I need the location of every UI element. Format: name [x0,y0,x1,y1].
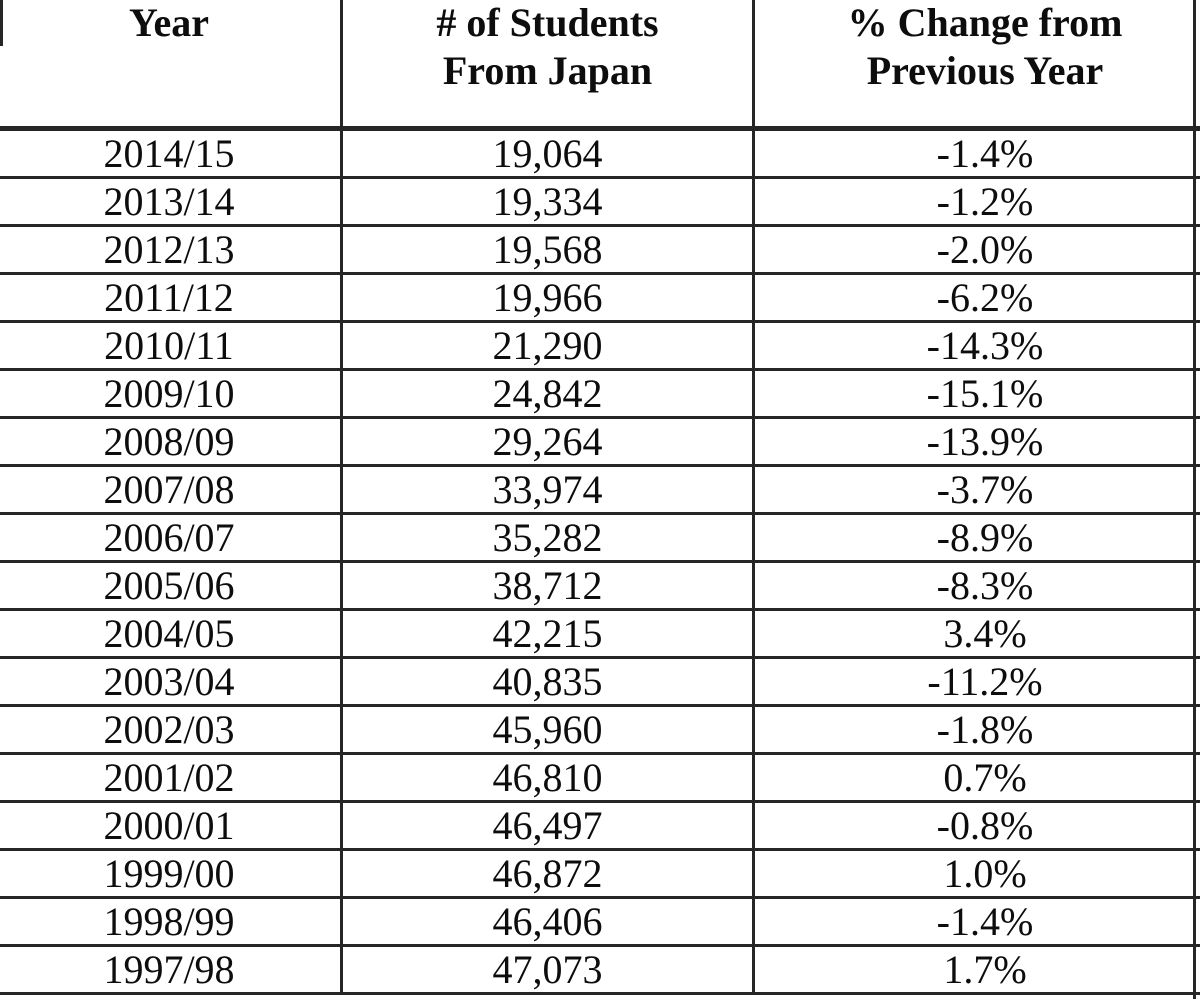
cell-students: 46,406 [340,896,755,947]
cell-year: 2010/11 [0,320,343,371]
cell-pct_change: -15.1% [752,368,1200,419]
table-row: 2005/06 38,712 -8.3% [0,560,1200,611]
cell-year: 2004/05 [0,608,343,659]
cell-year: 2009/10 [0,368,343,419]
column-header-pct-change: % Change from Previous Year [752,0,1200,131]
cell-students: 33,974 [340,464,755,515]
cell-students: 38,712 [340,560,755,611]
column-header-year-label: Year [129,0,209,45]
cell-pct_change: -14.3% [752,320,1200,371]
cell-year: 2013/14 [0,176,343,227]
table-row: 2013/14 19,334 -1.2% [0,176,1200,227]
cell-year: 1997/98 [0,944,343,995]
cell-year: 2001/02 [0,752,343,803]
table-row: 1999/00 46,872 1.0% [0,848,1200,899]
cell-students: 35,282 [340,512,755,563]
table-left-border-stub [0,0,3,46]
column-header-students-line1: # of Students [436,0,659,45]
cell-pct_change: -3.7% [752,464,1200,515]
cell-students: 21,290 [340,320,755,371]
cell-year: 2014/15 [0,127,343,179]
cell-students: 24,842 [340,368,755,419]
cell-year: 2000/01 [0,800,343,851]
table-row: 1997/98 47,073 1.7% [0,944,1200,995]
cell-year: 2002/03 [0,704,343,755]
column-header-students-line2: From Japan [442,48,653,93]
header-row: Year # of Students From Japan % Change f… [0,0,1200,131]
column-header-pct-change-line1: % Change from [847,0,1123,45]
cell-pct_change: -1.8% [752,704,1200,755]
cell-students: 46,497 [340,800,755,851]
table-row: 2010/11 21,290 -14.3% [0,320,1200,371]
cell-pct_change: -8.9% [752,512,1200,563]
cell-students: 45,960 [340,704,755,755]
table-row: 2002/03 45,960 -1.8% [0,704,1200,755]
column-header-students: # of Students From Japan [340,0,755,131]
cell-students: 29,264 [340,416,755,467]
table-row: 2014/15 19,064 -1.4% [0,127,1200,179]
cell-students: 19,966 [340,272,755,323]
table-row: 2009/10 24,842 -15.1% [0,368,1200,419]
cell-students: 19,064 [340,127,755,179]
cell-year: 2006/07 [0,512,343,563]
cell-year: 1998/99 [0,896,343,947]
cell-pct_change: 0.7% [752,752,1200,803]
cell-pct_change: 3.4% [752,608,1200,659]
cell-year: 2005/06 [0,560,343,611]
cell-students: 42,215 [340,608,755,659]
cell-pct_change: -13.9% [752,416,1200,467]
cell-students: 46,872 [340,848,755,899]
cell-pct_change: 1.7% [752,944,1200,995]
cell-year: 1999/00 [0,848,343,899]
table-row: 2006/07 35,282 -8.9% [0,512,1200,563]
cell-year: 2012/13 [0,224,343,275]
table-body: 2014/15 19,064 -1.4% 2013/14 19,334 -1.2% 2012… [0,127,1200,995]
table-row: 2000/01 46,497 -0.8% [0,800,1200,851]
cell-students: 19,568 [340,224,755,275]
cell-pct_change: -11.2% [752,656,1200,707]
cell-pct_change: 1.0% [752,848,1200,899]
table-header: Year # of Students From Japan % Change f… [0,0,1200,131]
cell-pct_change: -1.4% [752,896,1200,947]
cell-students: 40,835 [340,656,755,707]
cell-pct_change: -2.0% [752,224,1200,275]
cell-pct_change: -6.2% [752,272,1200,323]
table-row: 2003/04 40,835 -11.2% [0,656,1200,707]
cell-year: 2011/12 [0,272,343,323]
table-row: 1998/99 46,406 -1.4% [0,896,1200,947]
cell-students: 47,073 [340,944,755,995]
table-row: 2008/09 29,264 -13.9% [0,416,1200,467]
cell-pct_change: -0.8% [752,800,1200,851]
column-header-pct-change-line2: Previous Year [866,48,1104,93]
table-row: 2011/12 19,966 -6.2% [0,272,1200,323]
cell-pct_change: -8.3% [752,560,1200,611]
table-row: 2004/05 42,215 3.4% [0,608,1200,659]
cell-students: 19,334 [340,176,755,227]
table-row: 2012/13 19,568 -2.0% [0,224,1200,275]
cell-year: 2008/09 [0,416,343,467]
table-row: 2007/08 33,974 -3.7% [0,464,1200,515]
cell-pct_change: -1.2% [752,176,1200,227]
table-row: 2001/02 46,810 0.7% [0,752,1200,803]
cell-pct_change: -1.4% [752,127,1200,179]
cell-year: 2003/04 [0,656,343,707]
cell-year: 2007/08 [0,464,343,515]
column-header-year: Year [0,0,343,131]
table-right-border [1193,0,1196,999]
cell-students: 46,810 [340,752,755,803]
